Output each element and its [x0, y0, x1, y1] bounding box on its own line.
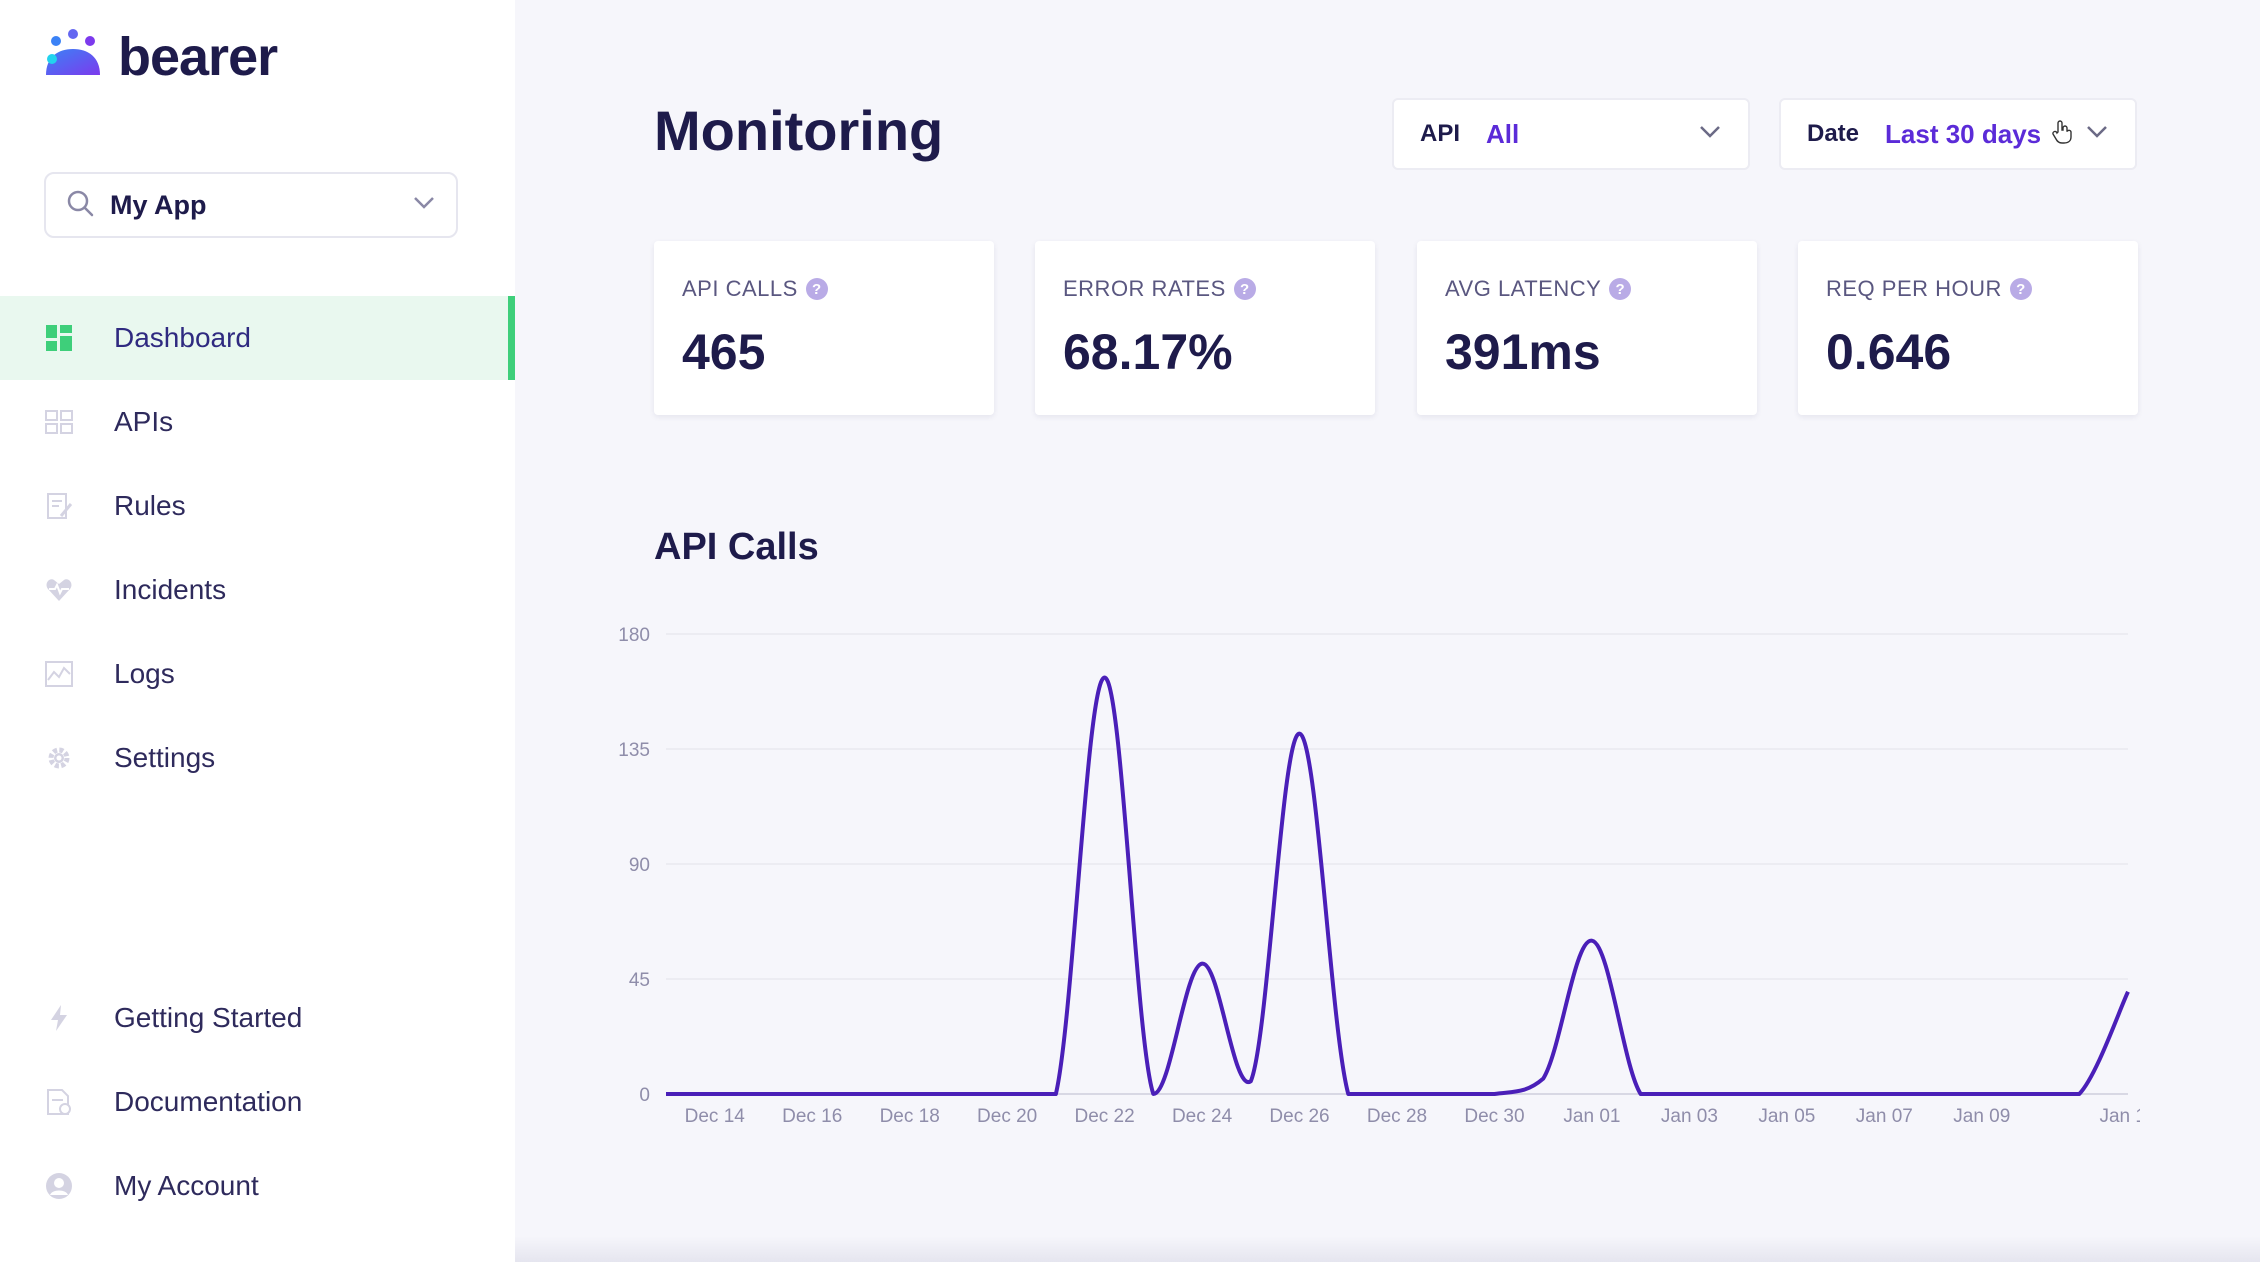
metric-value: 0.646 [1826, 324, 1952, 380]
rules-icon [44, 491, 74, 521]
x-tick-label: Jan 12 [2099, 1106, 2140, 1127]
app-selector-value: My App [110, 189, 207, 220]
x-tick-label: Jan 03 [1661, 1106, 1718, 1127]
sidebar-item-my-account[interactable]: My Account [0, 1144, 515, 1228]
brand-logo[interactable]: bearer [42, 26, 278, 88]
x-tick-label: Jan 07 [1856, 1106, 1913, 1127]
search-icon [66, 189, 94, 222]
sidebar-item-label: Logs [114, 658, 175, 689]
metric-card-api-calls: API CALLS? 465 [654, 241, 994, 415]
help-icon[interactable]: ? [1233, 278, 1256, 300]
metric-label: REQ PER HOUR [1826, 276, 2002, 301]
x-tick-label: Dec 22 [1074, 1106, 1134, 1127]
x-tick-label: Dec 20 [977, 1106, 1037, 1127]
brand-name: bearer [118, 27, 278, 87]
help-icon[interactable]: ? [2009, 278, 2032, 300]
sidebar-item-label: Getting Started [114, 1002, 303, 1033]
cursor-hand-icon [2051, 119, 2073, 149]
sidebar-item-dashboard[interactable]: Dashboard [0, 296, 515, 380]
sidebar-item-label: Settings [114, 742, 216, 773]
api-filter-label: API [1420, 120, 1461, 147]
x-tick-label: Dec 14 [685, 1106, 746, 1127]
x-tick-label: Dec 28 [1367, 1106, 1427, 1127]
sidebar: bearer My App Dashboard APIs Rules [0, 0, 515, 1262]
sidebar-item-label: Documentation [114, 1086, 303, 1117]
metric-label: API CALLS [682, 276, 798, 301]
dashboard-icon [44, 323, 74, 353]
sidebar-item-label: APIs [114, 406, 174, 437]
page-title: Monitoring [654, 99, 944, 162]
api-calls-chart: 0 45 90 135 180 Dec 14 Dec 16 Dec 18 Dec 20 Dec 2… [618, 625, 2140, 1127]
app-selector[interactable]: My App [44, 172, 458, 238]
bearer-logo-icon [42, 28, 104, 86]
x-tick-label: Dec 24 [1172, 1106, 1233, 1127]
sidebar-item-label: Rules [114, 490, 186, 521]
sidebar-item-documentation[interactable]: Documentation [0, 1060, 515, 1144]
y-tick-label: 0 [639, 1085, 650, 1106]
y-tick-label: 90 [629, 855, 650, 876]
metric-card-avg-latency: AVG LATENCY? 391ms [1417, 241, 1757, 415]
y-tick-label: 135 [618, 740, 650, 761]
sidebar-item-label: Incidents [114, 574, 227, 605]
api-filter-dropdown[interactable]: API All [1392, 98, 1750, 170]
sidebar-item-settings[interactable]: Settings [0, 716, 515, 800]
x-tick-label: Dec 18 [880, 1106, 940, 1127]
y-tick-label: 45 [629, 970, 650, 991]
logs-icon [44, 659, 74, 689]
metric-value: 68.17% [1063, 324, 1233, 380]
footer-divider [515, 1236, 2260, 1262]
metric-label: AVG LATENCY [1445, 276, 1602, 301]
metric-card-error-rates: ERROR RATES? 68.17% [1035, 241, 1375, 415]
user-icon [44, 1171, 74, 1201]
chevron-down-icon [412, 195, 436, 216]
date-filter-dropdown[interactable]: Date Last 30 days [1779, 98, 2137, 170]
x-tick-label: Dec 26 [1269, 1106, 1329, 1127]
chart-title: API Calls [654, 526, 819, 568]
x-tick-label: Jan 05 [1758, 1106, 1815, 1127]
sidebar-item-label: My Account [114, 1170, 259, 1201]
metric-value: 391ms [1445, 324, 1601, 380]
y-tick-label: 180 [618, 625, 650, 646]
document-icon [44, 1087, 74, 1117]
apis-icon [44, 407, 74, 437]
gear-icon [44, 743, 74, 773]
x-tick-label: Dec 30 [1464, 1106, 1524, 1127]
sidebar-item-rules[interactable]: Rules [0, 464, 515, 548]
metric-card-req-per-hour: REQ PER HOUR? 0.646 [1798, 241, 2138, 415]
series-line-0 [665, 675, 2130, 1096]
chevron-down-icon [2085, 124, 2109, 145]
sidebar-item-label: Dashboard [114, 322, 251, 353]
sidebar-nav: Dashboard APIs Rules Incidents Logs [0, 296, 515, 800]
lightning-icon [44, 1003, 74, 1033]
api-filter-value: All [1486, 118, 1520, 149]
metric-value: 465 [682, 324, 766, 380]
sidebar-item-apis[interactable]: APIs [0, 380, 515, 464]
sidebar-item-logs[interactable]: Logs [0, 632, 515, 716]
date-filter-label: Date [1807, 120, 1860, 147]
sidebar-item-incidents[interactable]: Incidents [0, 548, 515, 632]
heart-icon [44, 575, 74, 605]
sidebar-item-getting-started[interactable]: Getting Started [0, 976, 515, 1060]
help-icon[interactable]: ? [805, 278, 828, 300]
sidebar-bottom-nav: Getting Started Documentation My Account [0, 976, 515, 1228]
metric-label: ERROR RATES [1063, 276, 1226, 301]
help-icon[interactable]: ? [1609, 278, 1632, 300]
chevron-down-icon [1698, 124, 1722, 145]
x-tick-label: Jan 09 [1953, 1106, 2010, 1127]
x-tick-label: Dec 16 [782, 1106, 842, 1127]
x-tick-label: Jan 01 [1563, 1106, 1620, 1127]
date-filter-value: Last 30 days [1885, 118, 2042, 149]
